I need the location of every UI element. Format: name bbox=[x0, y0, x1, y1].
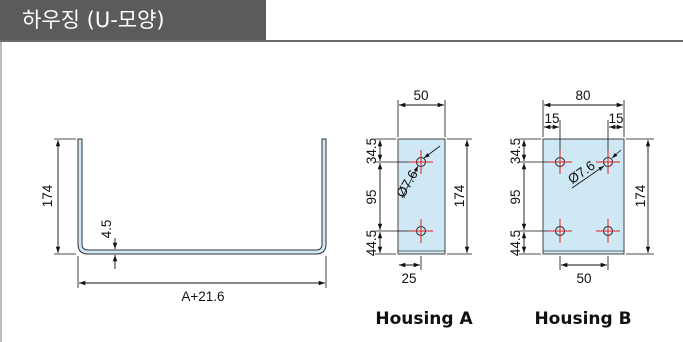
housing-b-left-margin-label: 15 bbox=[544, 111, 559, 126]
housing-b-hole-bottom-right bbox=[596, 219, 620, 243]
section-title: 하우징 (U-모양) bbox=[22, 8, 165, 32]
housing-b-hole-top-left bbox=[548, 150, 572, 174]
housing-b-bottom-offset-label: 44.5 bbox=[508, 230, 523, 256]
housing-a-height-label: 174 bbox=[452, 184, 467, 207]
housing-a-hole-x-offset-label: 25 bbox=[401, 271, 416, 286]
housing-b-right-margin-label: 15 bbox=[608, 111, 623, 126]
section-header: 하우징 (U-모양) bbox=[0, 0, 266, 40]
header-divider bbox=[0, 40, 683, 42]
housing-b-hole-spacing-label: 95 bbox=[508, 189, 523, 204]
housing-b-width-label: 80 bbox=[575, 88, 590, 103]
u-length-label: A+21.6 bbox=[181, 289, 224, 304]
left-border bbox=[0, 42, 2, 342]
housing-a-drawing: 50 174 34.5 95 44.5 Ø7.6 bbox=[364, 88, 473, 329]
u-channel-drawing: 174 4.5 A+21.6 bbox=[40, 138, 327, 304]
u-channel-profile bbox=[77, 138, 327, 255]
housing-b-height-label: 174 bbox=[633, 184, 648, 207]
housing-b-hole-top-right bbox=[596, 150, 620, 174]
housing-a-bottom-offset-label: 44.5 bbox=[364, 230, 379, 256]
housing-a-hole-top bbox=[409, 150, 433, 174]
housing-a-hole-spacing-label: 95 bbox=[364, 189, 379, 204]
housing-b-caption: Housing B bbox=[534, 309, 631, 329]
housing-b-drawing: 80 15 15 174 34.5 95 44.5 bbox=[508, 88, 654, 329]
housing-a-width-label: 50 bbox=[413, 88, 428, 103]
housing-a-top-offset-label: 34.5 bbox=[364, 138, 379, 164]
housing-b-top-offset-label: 34.5 bbox=[508, 138, 523, 164]
housing-a-caption: Housing A bbox=[375, 309, 473, 329]
housing-b-hole-bottom-left bbox=[548, 219, 572, 243]
housing-a-hole-bottom bbox=[409, 219, 433, 243]
housing-b-hole-x-spacing-label: 50 bbox=[576, 271, 591, 286]
u-thickness-label: 4.5 bbox=[99, 220, 114, 239]
housing-b-plate bbox=[542, 138, 625, 255]
u-height-label: 174 bbox=[40, 184, 55, 207]
